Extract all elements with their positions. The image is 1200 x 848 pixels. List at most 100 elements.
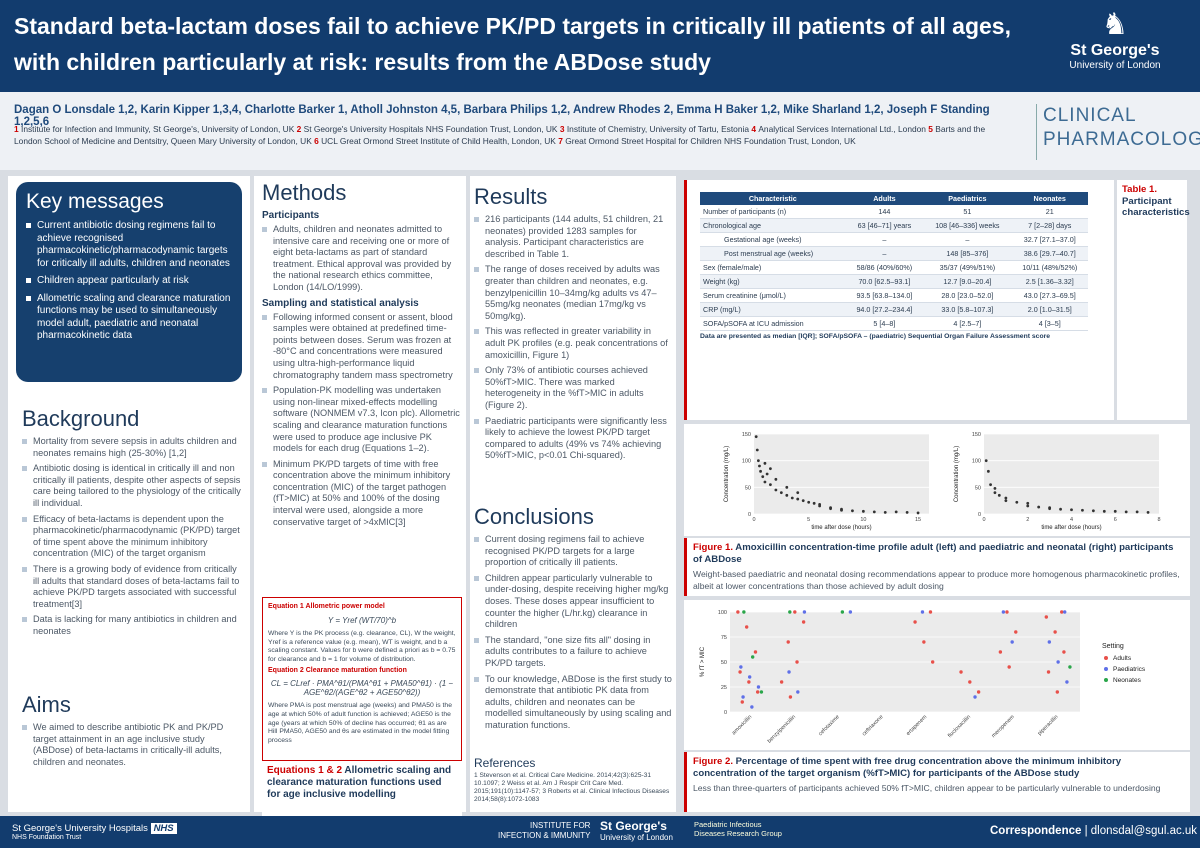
table-cell: 28.0 [23.0–52.0]: [923, 288, 1012, 303]
x-tick-label: cefotaxime: [818, 714, 841, 737]
st-georges-logo: ♞ St George's University of London: [1040, 8, 1190, 84]
list-item: Adults, children and neonates admitted t…: [262, 224, 462, 294]
table-cell: 35/37 (49%/51%): [923, 260, 1012, 275]
data-point: [1081, 508, 1084, 512]
table-cell: 148 [85–376]: [923, 246, 1012, 261]
list-item: Data is lacking for many antibiotics in …: [22, 614, 244, 637]
x-tick-label: amoxicillin: [731, 714, 753, 736]
table-row: Number of participants (n) 144 51 21: [700, 205, 1088, 219]
data-point: [796, 690, 800, 694]
fig2-caption-text: Percentage of time spent with free drug …: [693, 756, 1122, 779]
x-tick-label: ceftriaxone: [861, 714, 884, 737]
data-point: [818, 504, 822, 508]
list-item: This was reflected in greater variabilit…: [474, 326, 672, 361]
pidrg-line1: Paediatric Infectious: [694, 820, 762, 829]
x-tick-label: piperacillin: [1037, 714, 1060, 737]
amoxicillin-adult-chart: 0 50 100 150 0 5 10 15 time after dose (hours) Co…: [724, 432, 929, 531]
table-cell: Gestational age (weeks): [700, 232, 846, 247]
list-item: Paediatric participants were significant…: [474, 416, 672, 462]
table-cell: 2.5 [1.36–3.32]: [1011, 274, 1088, 289]
eq1-title: Equation 1 Allometric power model: [268, 603, 385, 610]
data-point: [765, 472, 769, 476]
background-list: Mortality from severe sepsis in adults c…: [22, 436, 244, 638]
data-point: [848, 610, 853, 614]
x-tick-label: 8: [1157, 517, 1160, 523]
results-column: [470, 176, 676, 812]
table-cell: 7 [2–28] days: [1011, 218, 1088, 233]
legend-marker: [1104, 667, 1108, 671]
y-tick-label: 25: [721, 685, 727, 691]
list-item: The range of doses received by adults wa…: [474, 264, 672, 322]
data-point: [968, 680, 972, 684]
data-point: [755, 690, 760, 694]
fig2-label: Figure 2.: [693, 756, 733, 767]
y-tick-label: 150: [972, 432, 981, 438]
data-point: [928, 610, 933, 614]
data-point: [1037, 505, 1041, 509]
data-point: [959, 670, 963, 674]
data-point: [769, 467, 772, 471]
data-point: [1068, 665, 1072, 669]
list-item: Current dosing regimens fail to achieve …: [474, 534, 672, 569]
data-point: [984, 459, 988, 463]
affiliation-number: 2: [296, 124, 304, 134]
references-text: 1 Stevenson et al. Critical Care Medicin…: [474, 772, 670, 803]
footer-sg-logo: St George's University of London: [600, 820, 673, 844]
table-row: CRP (mg/L) 94.0 [27.2–234.4] 33.0 [5.8–107…: [700, 302, 1088, 317]
data-point: [744, 625, 749, 629]
figure1-panel: 0 50 100 150 0 5 10 15 time after dose (hours) Co…: [684, 424, 1190, 536]
fig1-caption-sub: Weight-based paediatric and neonatal dos…: [693, 569, 1180, 591]
institute-line2: INFECTION & IMMUNITY: [498, 831, 591, 840]
data-point: [840, 508, 843, 512]
affiliation-number: 5: [928, 124, 936, 134]
y-tick-label: 0: [724, 710, 727, 716]
eq-caption-text: Allometric scaling and clearance maturat…: [267, 765, 452, 800]
x-tick-label: ertapenem: [905, 714, 928, 737]
aims-heading: Aims: [22, 692, 71, 717]
eq1-text: Where Y is the PK process (e.g. clearanc…: [268, 630, 456, 663]
data-point: [1015, 500, 1019, 504]
affiliation-text: Great Ormond Street Hospital for Childre…: [565, 135, 856, 146]
affiliation-number: 4: [751, 124, 759, 134]
table-cell: CRP (mg/L): [700, 302, 846, 317]
y-axis-label: Concentration (mg/L): [724, 446, 730, 502]
data-point: [913, 620, 917, 624]
list-item: Mortality from severe sepsis in adults c…: [22, 436, 244, 459]
data-point: [1146, 511, 1150, 514]
x-axis-label: time after dose (hours): [1041, 525, 1101, 531]
table-row: Gestational age (weeks) – –32.7 [27.1–37.0…: [700, 232, 1088, 247]
data-point: [1102, 509, 1106, 513]
plot-area: [754, 434, 929, 514]
table-cell: 58/86 (40%/60%): [845, 260, 924, 275]
table-row: Weight (kg) 70.0 [62.5–93.1] 12.7 [9.0–20.…: [700, 274, 1088, 289]
list-item: Minimum PK/PD targets of time with free …: [262, 459, 462, 529]
affiliation-text: Analytical Services International Ltd., …: [758, 124, 929, 134]
affiliation-text: Barts and the London School of Medicine …: [14, 124, 986, 146]
affiliations: 1 Institute for Infection and Immunity, …: [14, 124, 1004, 147]
data-point: [758, 464, 761, 468]
data-point: [986, 469, 990, 473]
data-point: [750, 655, 755, 659]
table-cell: 4 [2.5–7]: [923, 316, 1012, 331]
references-heading: References: [474, 756, 536, 770]
header-band: Standard beta-lactam doses fail to achie…: [0, 0, 1200, 92]
x-tick-label: 15: [915, 517, 921, 523]
data-point: [861, 509, 865, 513]
results-heading: Results: [474, 184, 548, 209]
data-point: [894, 510, 898, 514]
table-cell: SOFA/pSOFA at ICU admission: [700, 316, 846, 331]
data-point: [802, 610, 807, 614]
data-point: [736, 610, 740, 614]
data-point: [829, 507, 832, 511]
data-point: [905, 511, 909, 514]
data-point: [793, 610, 797, 614]
data-point: [796, 491, 800, 495]
data-point: [1056, 660, 1060, 664]
author-list: Dagan O Lonsdale 1,2, Karin Kipper 1,3,4…: [14, 104, 990, 128]
table-cell: Chronological age: [700, 218, 846, 233]
data-point: [1014, 630, 1018, 634]
data-point: [790, 496, 794, 500]
clinical-pharmacology-logo: CLINICAL PHARMACOLOGY: [1036, 104, 1200, 160]
affiliation-text: UCL Great Ormond Street Institute of Chi…: [321, 135, 559, 146]
correspondence-email[interactable]: | dlonsdal@sgul.ac.uk: [1081, 825, 1198, 837]
